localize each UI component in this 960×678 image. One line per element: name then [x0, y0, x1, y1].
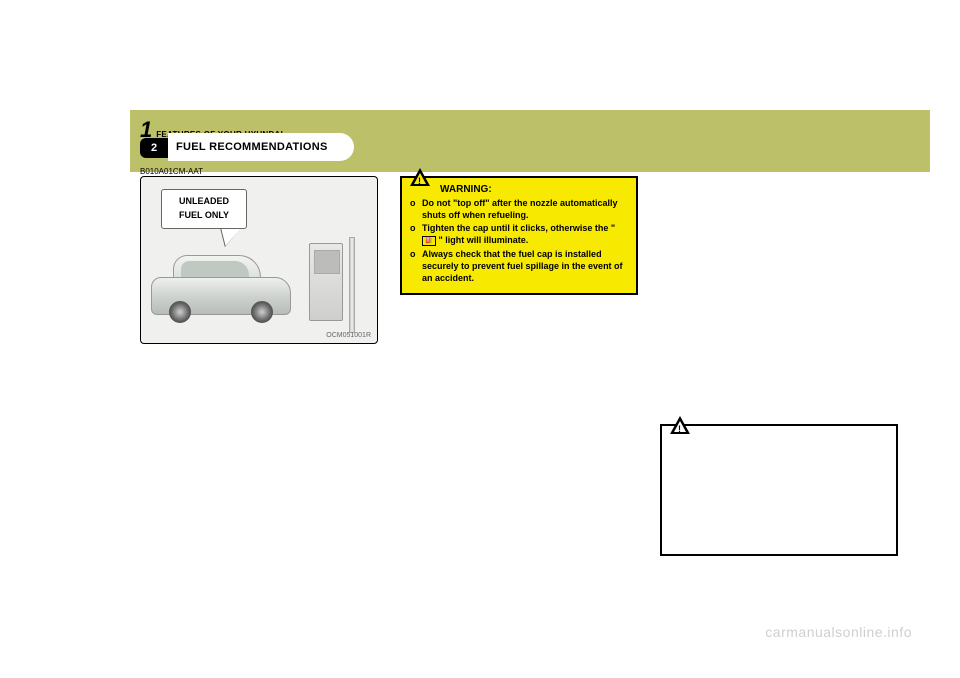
- fuel-illustration: UNLEADED FUEL ONLY OCM051001R: [140, 176, 378, 344]
- warning-item: o Tighten the cap until it clicks, other…: [410, 222, 628, 246]
- section-title: FUEL RECOMMENDATIONS: [176, 141, 328, 153]
- fuel-pump: [309, 243, 343, 321]
- watermark: carmanualsonline.info: [765, 624, 912, 640]
- bubble-line1: UNLEADED: [162, 196, 246, 208]
- caution-exclamation-icon: !: [678, 424, 681, 434]
- warning-list: o Do not "top off" after the nozzle auto…: [410, 197, 628, 284]
- warning-box: ! WARNING: o Do not "top off" after the …: [400, 176, 638, 295]
- warning-text: Do not "top off" after the nozzle automa…: [422, 197, 628, 221]
- warning-text: Always check that the fuel cap is instal…: [422, 248, 628, 284]
- warning-bullet: o: [410, 197, 422, 221]
- warning-exclamation-icon: !: [418, 176, 421, 186]
- fuel-cap-indicator-icon: ⛽: [422, 236, 436, 246]
- warning-item: o Always check that the fuel cap is inst…: [410, 248, 628, 284]
- page-number-box: 2: [140, 138, 168, 158]
- warning-bullet: o: [410, 222, 422, 246]
- car-wheel-rear: [251, 301, 273, 323]
- section-title-tab: FUEL RECOMMENDATIONS: [168, 133, 354, 161]
- speech-bubble: UNLEADED FUEL ONLY: [161, 189, 247, 229]
- warning-title: WARNING:: [440, 184, 628, 195]
- illustration-code: OCM051001R: [326, 332, 371, 339]
- car-shape: [151, 257, 291, 325]
- warning-bullet: o: [410, 248, 422, 284]
- doc-code: B010A01CM-AAT: [140, 167, 203, 176]
- pump-pole: [349, 237, 355, 333]
- warning-text: Tighten the cap until it clicks, otherwi…: [422, 222, 628, 246]
- page-number: 2: [151, 142, 157, 154]
- warning-item: o Do not "top off" after the nozzle auto…: [410, 197, 628, 221]
- caution-box: !: [660, 424, 898, 556]
- bubble-line2: FUEL ONLY: [162, 210, 246, 222]
- pump-panel: [314, 250, 340, 274]
- car-wheel-front: [169, 301, 191, 323]
